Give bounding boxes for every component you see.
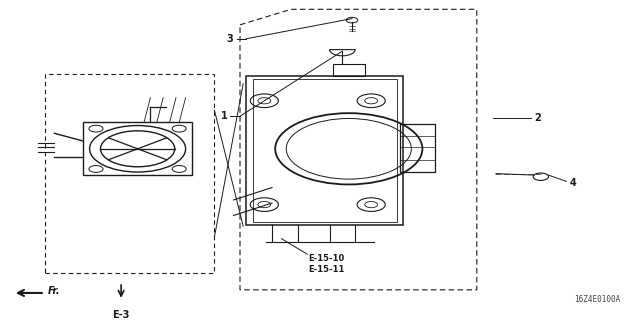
Text: 2: 2: [534, 113, 541, 123]
Text: E-3: E-3: [113, 310, 130, 320]
Text: 3: 3: [227, 34, 234, 44]
Bar: [253, 79, 397, 222]
Bar: [400, 124, 435, 172]
Text: 4: 4: [570, 178, 577, 188]
Text: 16Z4E0100A: 16Z4E0100A: [575, 295, 621, 304]
Text: E-15-10: E-15-10: [308, 253, 345, 263]
Bar: [246, 76, 403, 225]
Text: 1: 1: [220, 111, 227, 121]
Bar: [333, 64, 365, 76]
Bar: [45, 75, 214, 273]
Text: Fr.: Fr.: [48, 286, 61, 296]
Text: E-15-11: E-15-11: [308, 265, 345, 274]
